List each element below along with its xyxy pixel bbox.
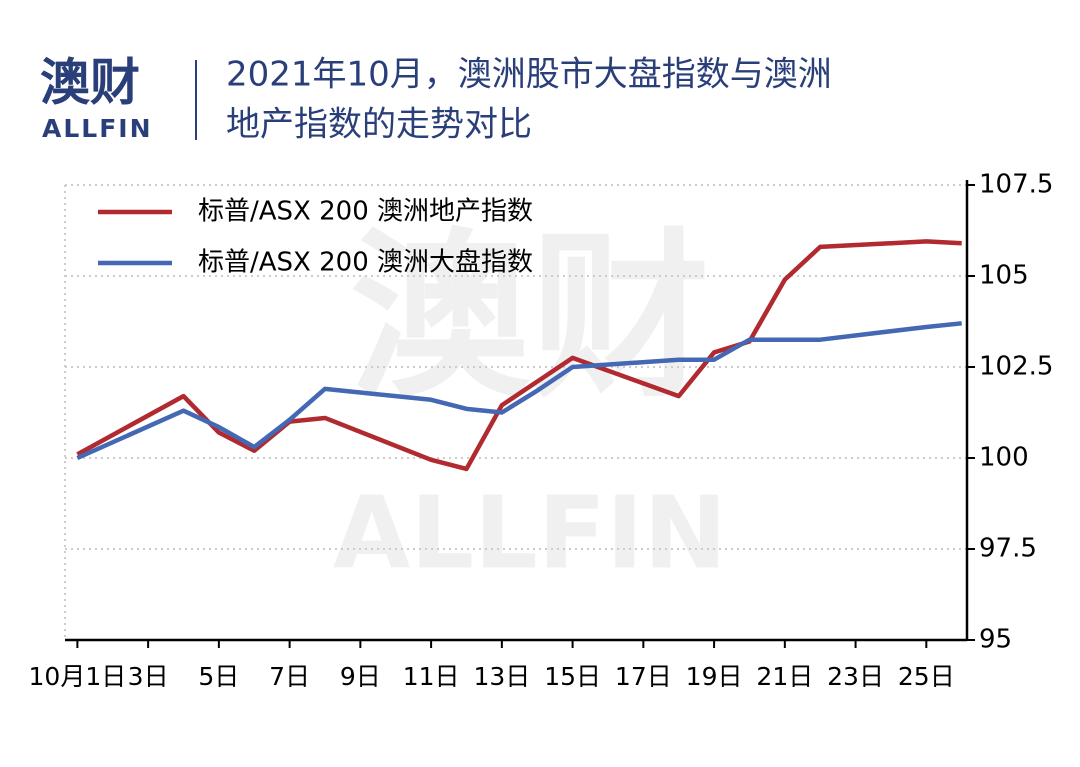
x-tick-label: 15日 [544,662,601,691]
y-tick-label: 95 [979,625,1012,655]
x-tick-label: 7日 [269,662,310,691]
x-tick-label: 23日 [827,662,884,691]
x-tick-label: 3日 [128,662,169,691]
watermark: ALLFIN [333,474,727,591]
y-tick-label: 105 [979,261,1029,291]
x-tick-label: 10月1日 [29,662,127,691]
y-tick-label: 100 [979,443,1029,473]
legend-label: 标普/ASX 200 澳洲大盘指数 [198,248,533,278]
x-tick-label: 9日 [340,662,381,691]
x-tick-label: 11日 [403,662,460,691]
x-tick-label: 17日 [615,662,672,691]
y-tick-label: 107.5 [979,170,1053,200]
series-line [76,321,962,461]
chart-title: 地产指数的走势对比 [226,105,532,145]
x-tick-label: 5日 [198,662,239,691]
legend-label: 标普/ASX 200 澳洲地产指数 [198,197,533,227]
y-tick-label: 102.5 [979,352,1053,382]
y-tick-label: 97.5 [979,534,1037,564]
logo-sub: ALLFIN [42,114,153,143]
x-tick-label: 13日 [473,662,530,691]
x-tick-label: 25日 [898,662,955,691]
series-line [76,239,962,472]
x-tick-label: 19日 [686,662,743,691]
watermark: 澳财 [350,213,710,422]
logo: 澳财 [40,54,140,112]
chart-title: 2021年10月，澳洲股市大盘指数与澳洲 [226,55,832,95]
x-tick-label: 21日 [756,662,813,691]
